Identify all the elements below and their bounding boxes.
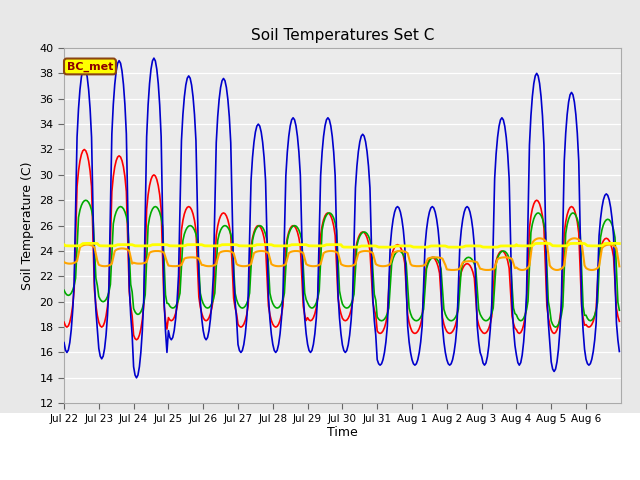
-8cm <box>616 307 623 313</box>
-16cm <box>79 242 86 248</box>
-2cm <box>614 313 621 319</box>
-2cm <box>616 318 623 324</box>
-32cm <box>349 244 356 250</box>
Line: -16cm: -16cm <box>64 238 620 270</box>
-16cm <box>541 238 549 244</box>
-2cm <box>98 324 106 330</box>
-2cm <box>60 319 68 325</box>
-4cm <box>459 216 467 222</box>
-2cm <box>81 146 88 152</box>
-2cm <box>541 264 549 270</box>
-16cm <box>97 263 104 268</box>
-16cm <box>614 254 621 260</box>
-8cm <box>348 301 355 307</box>
-16cm <box>346 263 353 269</box>
-8cm <box>79 200 86 205</box>
Text: BC_met: BC_met <box>67 61 113 72</box>
-4cm <box>60 340 68 346</box>
-8cm <box>82 197 90 203</box>
-2cm <box>79 148 86 154</box>
-16cm <box>616 264 623 269</box>
-4cm <box>132 375 140 381</box>
-16cm <box>60 259 68 265</box>
-4cm <box>150 55 157 61</box>
-32cm <box>541 240 549 246</box>
-8cm <box>60 288 68 293</box>
-2cm <box>459 265 467 271</box>
Line: -32cm: -32cm <box>64 243 620 247</box>
-16cm <box>536 235 543 241</box>
-32cm <box>348 244 355 250</box>
-2cm <box>349 300 356 305</box>
-4cm <box>616 348 623 354</box>
-8cm <box>458 266 465 272</box>
-4cm <box>349 296 356 302</box>
X-axis label: Time: Time <box>327 426 358 439</box>
Line: -8cm: -8cm <box>64 200 620 327</box>
-8cm <box>614 300 621 305</box>
-32cm <box>614 240 621 246</box>
-2cm <box>132 337 140 343</box>
-32cm <box>616 240 623 246</box>
-32cm <box>86 240 94 246</box>
-4cm <box>97 353 104 359</box>
-32cm <box>459 244 467 250</box>
Title: Soil Temperatures Set C: Soil Temperatures Set C <box>251 28 434 43</box>
-8cm <box>540 221 548 227</box>
-4cm <box>541 216 549 222</box>
-32cm <box>60 242 68 248</box>
Line: -2cm: -2cm <box>64 149 620 340</box>
-32cm <box>98 243 106 249</box>
Y-axis label: Soil Temperature (C): Soil Temperature (C) <box>20 161 34 290</box>
-8cm <box>98 298 106 304</box>
-16cm <box>458 263 465 268</box>
-4cm <box>79 67 86 72</box>
-16cm <box>449 267 456 273</box>
-8cm <box>552 324 559 330</box>
Line: -4cm: -4cm <box>64 58 620 378</box>
-4cm <box>614 337 621 343</box>
-32cm <box>79 240 86 246</box>
